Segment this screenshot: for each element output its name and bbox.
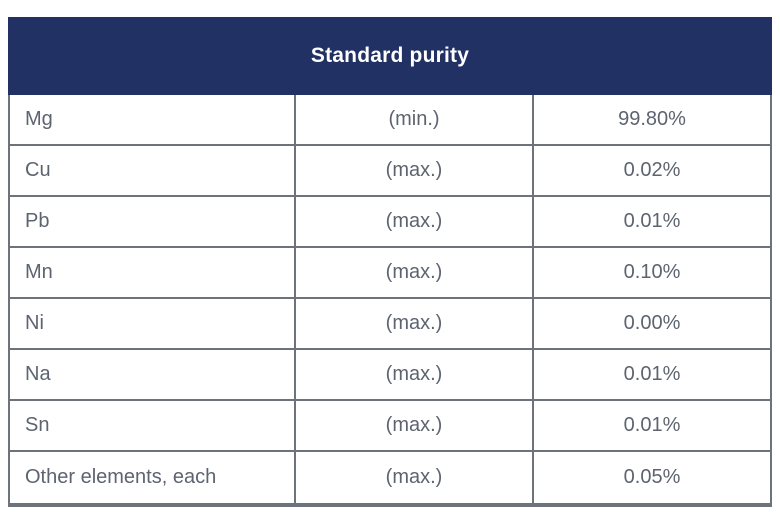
element-cell: Sn: [10, 401, 296, 450]
table-row: Sn (max.) 0.01%: [10, 401, 770, 452]
element-cell: Other elements, each: [10, 452, 296, 503]
qualifier-cell: (max.): [296, 452, 534, 503]
qualifier-cell: (max.): [296, 248, 534, 297]
table-title: Standard purity: [8, 17, 772, 95]
qualifier-cell: (max.): [296, 401, 534, 450]
value-cell: 0.00%: [623, 312, 681, 334]
element-cell: Na: [10, 350, 296, 399]
table-row: Mg (min.) 99.80%: [10, 95, 770, 146]
value-cell: 0.01%: [623, 414, 681, 436]
value-cell: 0.05%: [623, 466, 681, 488]
qualifier-cell: (max.): [296, 299, 534, 348]
qualifier-cell: (max.): [296, 197, 534, 246]
table-row: Cu (max.) 0.02%: [10, 146, 770, 197]
value-cell: 99.80%: [618, 108, 686, 130]
table-row: Na (max.) 0.01%: [10, 350, 770, 401]
value-cell: 0.10%: [623, 261, 681, 283]
table-row: Ni (max.) 0.00%: [10, 299, 770, 350]
element-cell: Mg: [10, 95, 296, 144]
qualifier-cell: (max.): [296, 350, 534, 399]
standard-purity-table: Standard purity Mg (min.) 99.80% Cu (max…: [8, 17, 772, 507]
element-cell: Ni: [10, 299, 296, 348]
table-row: Mn (max.) 0.10%: [10, 248, 770, 299]
table-row: Other elements, each (max.) 0.05%: [10, 452, 770, 503]
qualifier-cell: (min.): [296, 95, 534, 144]
table-row: Pb (max.) 0.01%: [10, 197, 770, 248]
element-cell: Pb: [10, 197, 296, 246]
value-cell: 0.01%: [623, 363, 681, 385]
element-cell: Cu: [10, 146, 296, 195]
value-cell: 0.01%: [623, 210, 681, 232]
element-cell: Mn: [10, 248, 296, 297]
value-cell: 0.02%: [623, 159, 681, 181]
qualifier-cell: (max.): [296, 146, 534, 195]
